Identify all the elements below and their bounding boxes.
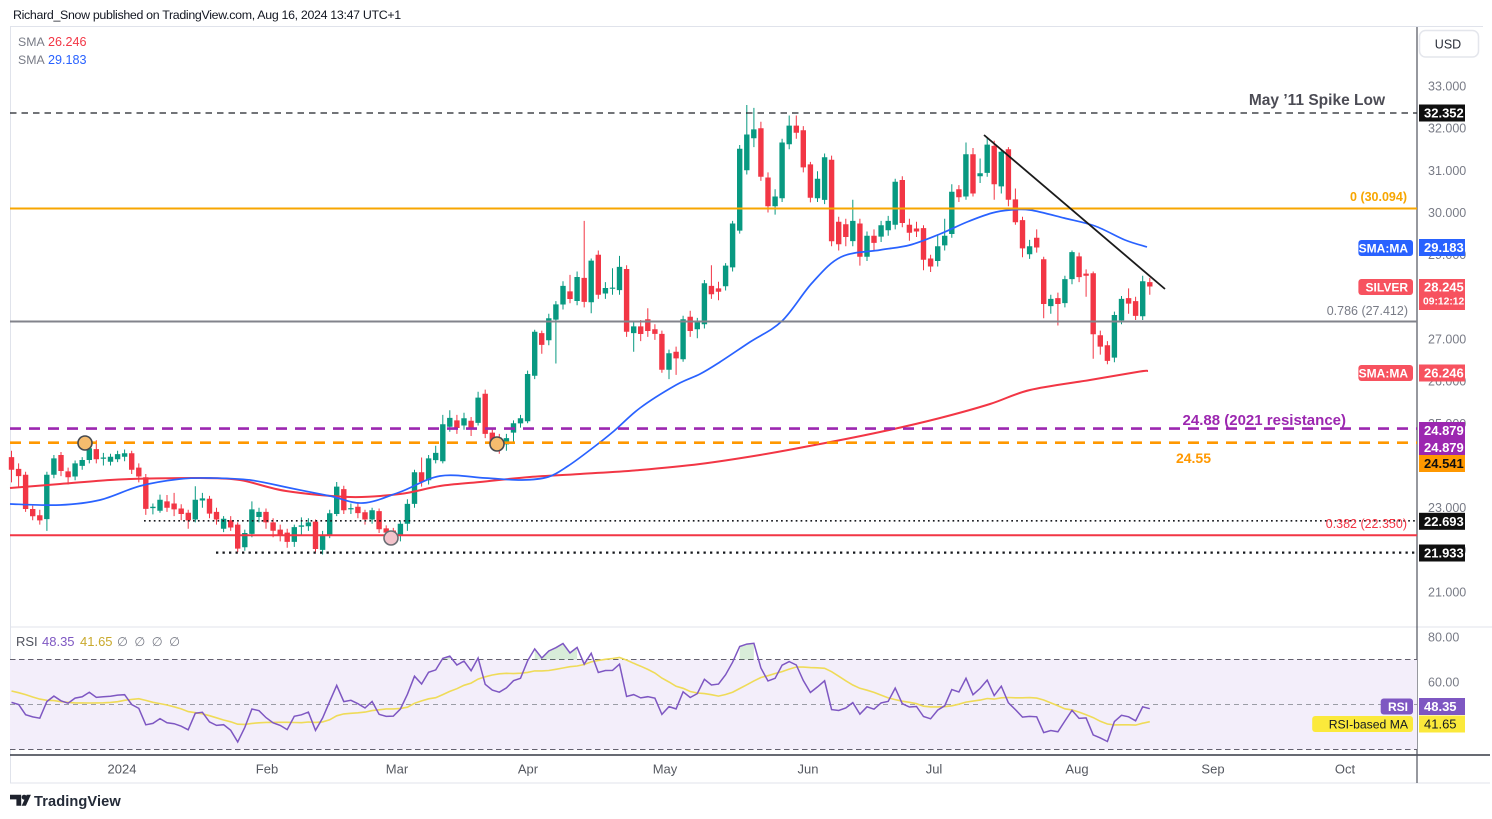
svg-text:Apr: Apr [518,762,539,777]
svg-text:TradingView: TradingView [34,794,121,810]
svg-text:RSI: RSI [16,634,38,649]
svg-text:SMA:MA: SMA:MA [1359,366,1409,380]
svg-text:RSI: RSI [1388,700,1408,714]
svg-text:21.000: 21.000 [1428,586,1466,600]
svg-text:SILVER: SILVER [1366,280,1409,294]
svg-text:24.879: 24.879 [1424,423,1464,438]
svg-text:48.35: 48.35 [42,634,75,649]
svg-text:Jul: Jul [926,762,943,777]
svg-text:33.000: 33.000 [1428,80,1466,94]
svg-text:80.00: 80.00 [1428,631,1459,645]
svg-text:Aug: Aug [1065,762,1088,777]
svg-text:31.000: 31.000 [1428,164,1466,178]
svg-text:24.55: 24.55 [1176,450,1211,466]
svg-text:0.786 (27.412): 0.786 (27.412) [1327,304,1408,318]
svg-text:22.693: 22.693 [1424,514,1464,529]
svg-text:29.183: 29.183 [48,53,87,67]
svg-text:0.382 (22.350): 0.382 (22.350) [1326,517,1407,531]
svg-text:USD: USD [1435,38,1461,52]
svg-text:30.000: 30.000 [1428,206,1466,220]
svg-text:SMA: SMA [18,35,45,49]
svg-text:SMA: SMA [18,53,45,67]
svg-text:26.246: 26.246 [1424,366,1464,381]
svg-text:27.000: 27.000 [1428,333,1466,347]
svg-text:Feb: Feb [256,762,278,777]
svg-text:Richard_Snow published on Trad: Richard_Snow published on TradingView.co… [13,8,401,22]
svg-text:2024: 2024 [108,762,137,777]
svg-text:Jun: Jun [798,762,819,777]
svg-text:Sep: Sep [1201,762,1224,777]
svg-text:29.183: 29.183 [1424,240,1464,255]
svg-text:28.245: 28.245 [1424,280,1464,295]
svg-text:23.000: 23.000 [1428,501,1466,515]
svg-text:21.933: 21.933 [1424,546,1464,561]
svg-text:May ’11 Spike Low: May ’11 Spike Low [1249,92,1386,109]
svg-text:0 (30.094): 0 (30.094) [1350,190,1407,204]
svg-text:41.65: 41.65 [80,634,113,649]
svg-text:24.88 (2021 resistance): 24.88 (2021 resistance) [1183,412,1346,429]
svg-text:41.65: 41.65 [1424,717,1457,732]
svg-text:24.879: 24.879 [1424,440,1464,455]
svg-text:SMA:MA: SMA:MA [1359,241,1409,255]
svg-text:26.246: 26.246 [48,35,87,49]
svg-text:24.541: 24.541 [1424,456,1464,471]
svg-text:RSI-based MA: RSI-based MA [1329,717,1409,731]
svg-text:∅∅∅∅: ∅∅∅∅ [117,635,187,649]
svg-text:May: May [653,762,678,777]
svg-text:09:12:12: 09:12:12 [1423,297,1464,308]
svg-text:60.00: 60.00 [1428,676,1459,690]
svg-text:Oct: Oct [1335,762,1356,777]
svg-text:32.000: 32.000 [1428,122,1466,136]
svg-text:48.35: 48.35 [1424,699,1457,714]
svg-text:32.352: 32.352 [1424,106,1464,121]
svg-text:Mar: Mar [386,762,409,777]
